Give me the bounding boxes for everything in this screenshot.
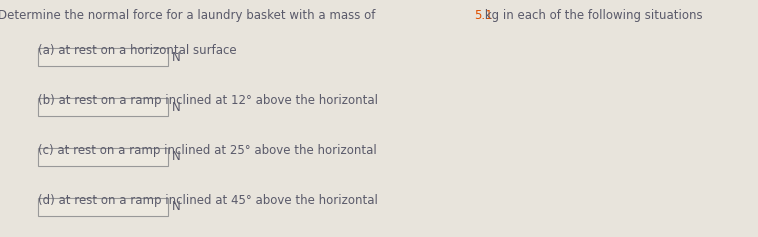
- Text: N: N: [172, 100, 180, 114]
- Text: 5.1: 5.1: [475, 9, 493, 22]
- Text: N: N: [172, 150, 180, 164]
- Text: kg in each of the following situations: kg in each of the following situations: [481, 9, 703, 22]
- Text: (a) at rest on a horizontal surface: (a) at rest on a horizontal surface: [38, 44, 236, 57]
- Text: (c) at rest on a ramp inclined at 25° above the horizontal: (c) at rest on a ramp inclined at 25° ab…: [38, 144, 377, 157]
- Bar: [38, 98, 168, 116]
- Text: N: N: [172, 201, 180, 214]
- Bar: [38, 198, 168, 216]
- Bar: [38, 148, 168, 166]
- Text: N: N: [172, 50, 180, 64]
- Text: Determine the normal force for a laundry basket with a mass of: Determine the normal force for a laundry…: [0, 9, 379, 22]
- Bar: [38, 48, 168, 66]
- Text: (b) at rest on a ramp inclined at 12° above the horizontal: (b) at rest on a ramp inclined at 12° ab…: [38, 94, 378, 107]
- Text: (d) at rest on a ramp inclined at 45° above the horizontal: (d) at rest on a ramp inclined at 45° ab…: [38, 194, 378, 207]
